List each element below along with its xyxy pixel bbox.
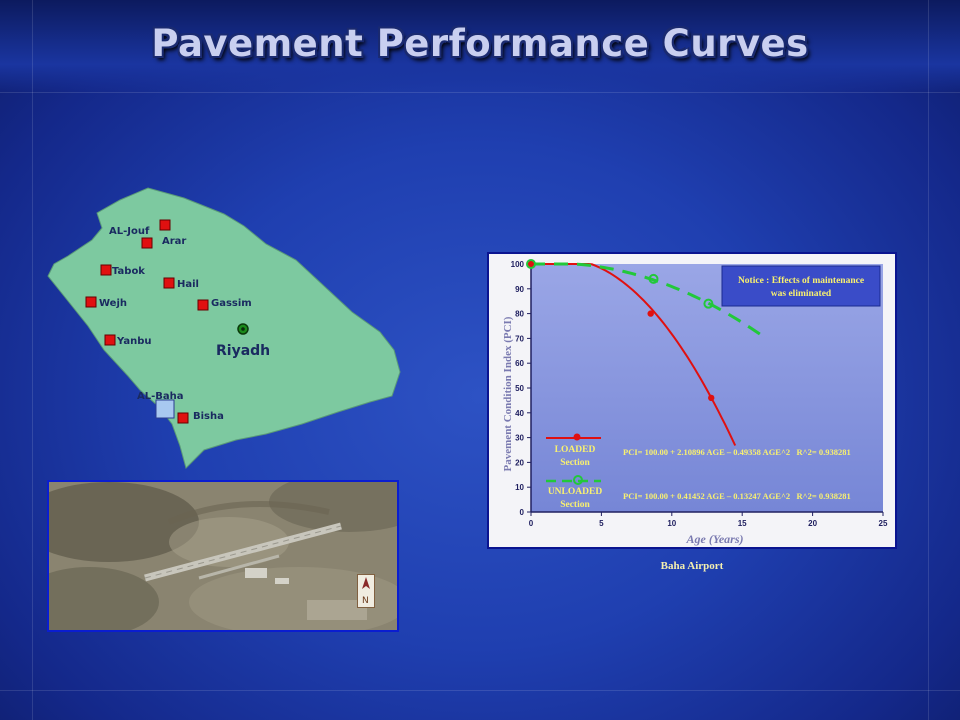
selected-airport-marker[interactable] [155, 399, 175, 419]
airport-aerial-photo: N [47, 480, 399, 632]
y-tick-label: 10 [515, 483, 524, 492]
equation-loaded: PCI= 100.00 + 2.10896 AGE – 0.49358 AGE^… [623, 447, 851, 457]
city-marker[interactable] [104, 334, 116, 346]
series-line-unloaded [531, 262, 765, 338]
city-label: AL-Baha [137, 391, 184, 402]
svg-text:N: N [362, 596, 369, 606]
city-label: AL-Jouf [109, 226, 150, 237]
city-marker[interactable] [85, 296, 97, 308]
legend-label-unloaded: UNLOADED [548, 487, 603, 497]
city-marker[interactable] [100, 264, 112, 276]
legend-label-loaded: LOADED [555, 445, 596, 455]
map-land [47, 187, 401, 469]
y-tick-label: 70 [515, 334, 524, 343]
city-label: Tabok [112, 266, 145, 277]
frame-line [0, 690, 960, 691]
title-band [0, 0, 960, 92]
city-label: Gassim [211, 298, 252, 309]
capital-marker-dot [241, 327, 245, 331]
y-tick-label: 50 [515, 384, 524, 393]
legend-label-unloaded: Section [560, 500, 590, 510]
data-point-unloaded [526, 259, 536, 269]
compass-icon: N [357, 574, 375, 608]
x-tick-label: 25 [879, 519, 888, 528]
y-tick-label: 40 [515, 409, 524, 418]
notice-text: was eliminated [771, 289, 832, 299]
x-tick-label: 5 [599, 519, 604, 528]
data-point-unloaded [648, 273, 659, 284]
data-point-loaded [527, 260, 535, 268]
chart-caption: Baha Airport [660, 560, 724, 572]
city-label: Wejh [99, 298, 127, 309]
y-tick-label: 90 [515, 285, 524, 294]
legend-swatch-loaded-point [573, 433, 581, 441]
notice-box [721, 265, 881, 307]
equation-unloaded: PCI= 100.00 + 0.41452 AGE – 0.13247 AGE^… [623, 491, 851, 501]
x-tick-label: 20 [808, 519, 817, 528]
capital-label: Riyadh [216, 343, 270, 359]
y-tick-label: 20 [515, 458, 524, 467]
y-tick-label: 0 [520, 508, 525, 517]
x-tick-label: 10 [667, 519, 676, 528]
city-label: Arar [162, 236, 186, 247]
saudi-map: AL-Jouf Arar Tabok Hail Wejh Gassim Yanb… [47, 187, 401, 469]
city-label: Yanbu [116, 336, 151, 347]
data-point-loaded [647, 310, 654, 317]
notice-text: Notice : Effects of maintenance [738, 276, 864, 286]
legend: LOADED Section UNLOADED Section [546, 433, 603, 510]
city-marker[interactable] [177, 412, 189, 424]
y-tick-label: 30 [515, 434, 524, 443]
slide-title: Pavement Performance Curves [151, 22, 809, 65]
x-tick-label: 0 [529, 519, 534, 528]
y-axis-label: Pavement Condition Index (PCI) [502, 316, 514, 471]
city-label: Hail [177, 279, 199, 290]
x-tick-label: 15 [738, 519, 747, 528]
legend-swatch-unloaded-point [573, 475, 583, 485]
frame-line [0, 92, 960, 93]
frame-line [32, 0, 33, 720]
city-marker[interactable] [163, 277, 175, 289]
pci-chart: 0 10 20 30 40 50 60 70 80 90 100 0 5 10 15 20 25 Paveme… [502, 259, 888, 546]
y-tick-label: 60 [515, 359, 524, 368]
legend-label-loaded: Section [560, 458, 590, 468]
y-tick-label: 100 [511, 260, 525, 269]
x-axis-label: Age (Years) [686, 532, 744, 546]
frame-line [928, 0, 929, 720]
chart-panel: 0 10 20 30 40 50 60 70 80 90 100 0 5 10 15 20 25 Paveme… [487, 252, 897, 549]
data-point-loaded [708, 394, 715, 402]
y-tick-label: 80 [515, 310, 524, 319]
city-marker[interactable] [141, 237, 153, 249]
data-point-unloaded [703, 298, 714, 309]
city-marker[interactable] [197, 299, 209, 311]
city-label: Bisha [193, 411, 224, 422]
city-marker[interactable] [159, 219, 171, 231]
